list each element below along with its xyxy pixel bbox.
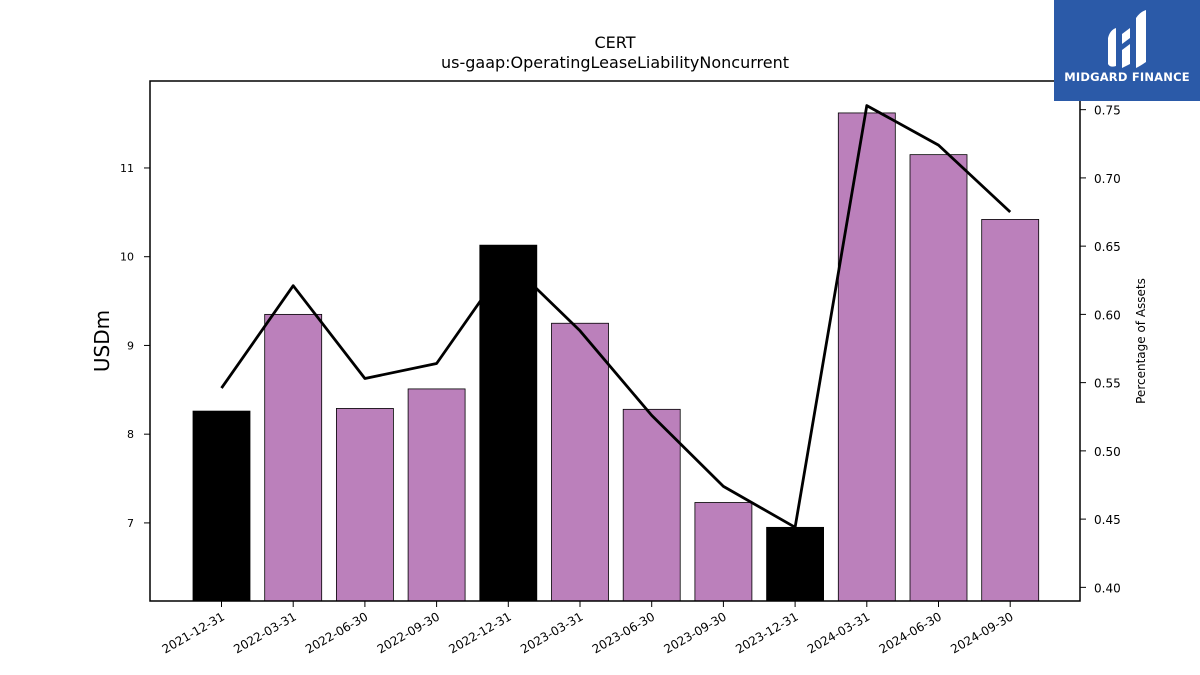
x-tick-label: 2024-09-30 bbox=[948, 609, 1015, 656]
bar-2021-12-31 bbox=[192, 410, 251, 602]
plot-frame bbox=[149, 80, 1081, 602]
y-axis-right: 0.40 0.45 0.50 0.55 0.60 0.65 0.70 0.75 bbox=[1080, 104, 1121, 595]
y-tick-label: 10 bbox=[120, 251, 134, 264]
y2-tick-label: 0.40 bbox=[1094, 581, 1121, 595]
chart-title: CERT bbox=[594, 33, 635, 52]
bar-2023-06-30 bbox=[622, 408, 681, 602]
bar-2024-03-31 bbox=[837, 112, 896, 602]
y2-axis-label: Percentage of Assets bbox=[1134, 278, 1148, 404]
x-tick-label: 2024-03-31 bbox=[805, 609, 872, 656]
x-axis: 2021-12-31 2022-03-31 2022-06-30 2022-09-30… bbox=[160, 601, 1016, 656]
x-tick-label: 2023-12-31 bbox=[733, 609, 800, 656]
y2-tick-label: 0.45 bbox=[1094, 513, 1121, 527]
y2-tick-label: 0.75 bbox=[1094, 104, 1121, 118]
x-tick-label: 2023-09-30 bbox=[661, 609, 728, 656]
bar-2023-12-31 bbox=[766, 526, 824, 602]
y-tick-label: 7 bbox=[127, 517, 134, 530]
y-axis-label: USDm bbox=[90, 310, 114, 372]
y-tick-label: 9 bbox=[127, 339, 134, 352]
x-tick-label: 2022-09-30 bbox=[375, 609, 442, 656]
x-tick-label: 2021-12-31 bbox=[160, 609, 227, 656]
y2-tick-label: 0.60 bbox=[1094, 308, 1121, 322]
bar-2022-06-30 bbox=[335, 408, 394, 602]
bar-2023-03-31 bbox=[551, 322, 609, 602]
logo-text: MIDGARD FINANCE bbox=[1064, 70, 1190, 84]
logo-mark-icon bbox=[1108, 10, 1146, 68]
y-axis-left: 7 8 9 10 11 bbox=[120, 162, 150, 530]
y2-tick-label: 0.55 bbox=[1094, 377, 1121, 391]
x-tick-label: 2023-03-31 bbox=[518, 609, 585, 656]
bar-2022-03-31 bbox=[264, 313, 323, 602]
bar-2024-09-30 bbox=[981, 219, 1040, 602]
bars-group bbox=[192, 112, 1040, 602]
x-tick-label: 2022-03-31 bbox=[231, 609, 298, 656]
y2-tick-label: 0.70 bbox=[1094, 172, 1121, 186]
bar-2023-09-30 bbox=[694, 502, 753, 602]
bar-2024-06-30 bbox=[909, 154, 968, 602]
y2-tick-label: 0.65 bbox=[1094, 240, 1121, 254]
x-tick-label: 2022-12-31 bbox=[446, 609, 513, 656]
pct-assets-line bbox=[220, 104, 1012, 529]
x-tick-label: 2023-06-30 bbox=[590, 609, 657, 656]
x-tick-label: 2024-06-30 bbox=[877, 609, 944, 656]
y-tick-label: 11 bbox=[120, 162, 134, 175]
y2-tick-label: 0.50 bbox=[1094, 445, 1121, 459]
bar-2022-09-30 bbox=[407, 388, 466, 602]
chart-subtitle: us-gaap:OperatingLeaseLiabilityNoncurren… bbox=[441, 53, 789, 72]
y-tick-label: 8 bbox=[127, 428, 134, 441]
brand-logo: MIDGARD FINANCE bbox=[1054, 0, 1200, 101]
x-tick-label: 2022-06-30 bbox=[303, 609, 370, 656]
bar-2022-12-31 bbox=[479, 244, 538, 602]
line-group bbox=[220, 104, 1012, 529]
